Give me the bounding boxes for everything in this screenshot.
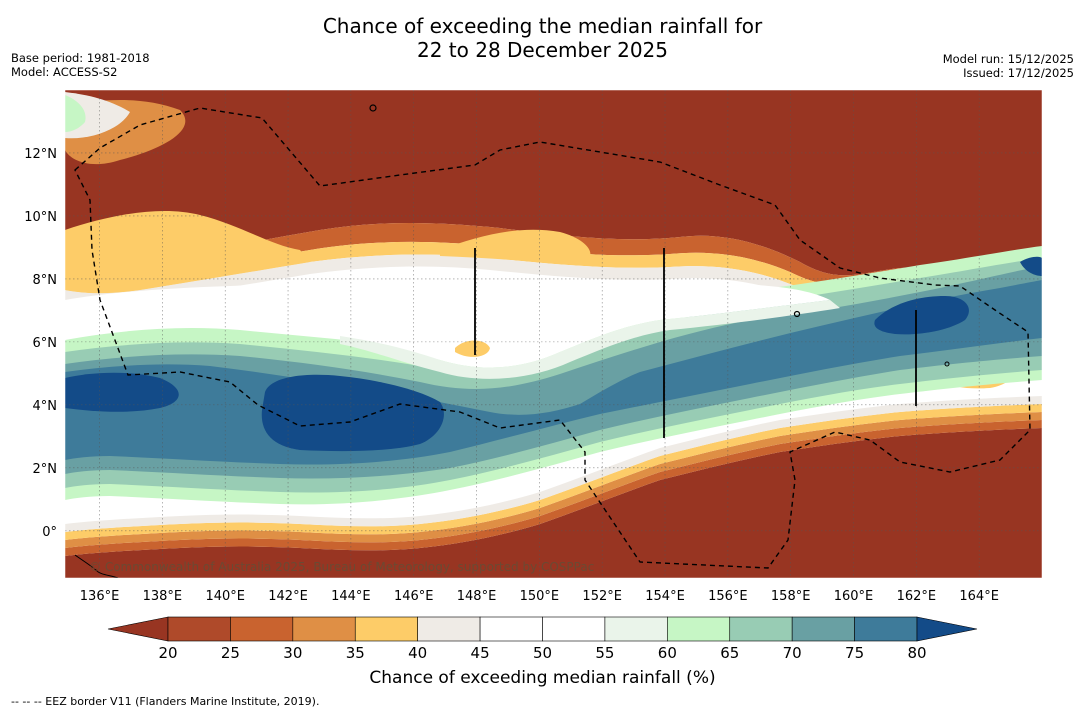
island-mark-2 [793,310,801,318]
lon-tick-label: 158°E [771,589,811,604]
model-run: Model run: 15/12/2025 [942,52,1074,66]
colorbar-tick-label: 20 [158,644,177,662]
lon-tick-label: 140°E [205,589,245,604]
map-plot-area: © Commonwealth of Australia 2025, Bureau… [65,90,1042,578]
colorbar: 20 25 30 35 40 45 50 55 60 65 70 75 80 [107,616,978,662]
region-below-median-north [65,90,1042,290]
eez-border [74,107,1031,569]
region-core-edge [1020,256,1042,276]
lat-tick-label: 12°N [24,147,57,162]
map-gridlines [65,90,1042,578]
lon-tick-label: 144°E [331,589,371,604]
lon-tick-label: 142°E [268,589,308,604]
colorbar-title: Chance of exceeding median rainfall (%) [369,668,716,688]
colorbar-tick-label: 30 [283,644,302,662]
longitude-labels: 136°E 138°E 140°E 142°E 144°E 146°E 148°E 150°E… [80,589,999,604]
colorbar-segment [230,616,294,642]
lon-tick-label: 156°E [708,589,748,604]
colorbar-tick-label: 80 [907,644,926,662]
lat-tick-label: 8°N [33,273,58,288]
colorbar-tick-label: 40 [408,644,427,662]
latitude-labels: 12°N 10°N 8°N 6°N 4°N 2°N 0° [24,147,57,540]
colorbar-tick-label: 65 [720,644,739,662]
base-info: Base period: 1981-2018 Model: ACCESS-S2 [11,51,150,79]
colorbar-tick-label: 50 [533,644,552,662]
region-yellow-band-south [65,404,1042,540]
title-line-1: Chance of exceeding the median rainfall … [322,14,763,38]
region-green-patch-nw [65,95,86,132]
model-name: Model: ACCESS-S2 [11,65,118,79]
colorbar-segment [542,616,606,642]
region-core-central [261,374,444,452]
lat-tick-label: 4°N [33,399,58,414]
region-orange-band-south [65,420,1042,556]
colorbar-tick-label: 25 [221,644,240,662]
region-yellow-patch-north-mid [440,229,591,264]
colorbar-segment [167,616,231,642]
region-neutral-band-north [65,254,1042,312]
colorbar-segment [292,616,356,642]
base-period: Base period: 1981-2018 [11,51,150,65]
lon-tick-label: 162°E [897,589,937,604]
run-info: Model run: 15/12/2025 Issued: 17/12/2025 [943,52,1074,80]
coastline-sw [74,554,119,578]
lon-tick-label: 154°E [645,589,685,604]
lon-tick-label: 138°E [143,589,183,604]
issued-date: Issued: 17/12/2025 [963,66,1074,80]
lon-tick-label: 160°E [834,589,874,604]
copyright-note: © Commonwealth of Australia 2025, Bureau… [89,560,594,574]
lon-tick-label: 150°E [520,589,560,604]
lon-tick-label: 136°E [80,589,120,604]
island-mark-3 [944,361,950,367]
colorbar-tick-label: 70 [783,644,802,662]
region-slightly-above-zone [340,300,840,379]
colorbar-segment [354,616,418,642]
lat-tick-label: 6°N [33,336,58,351]
colorbar-tick-label: 75 [845,644,864,662]
map-frame [64,89,1043,579]
region-orange-patch-south [65,412,1042,548]
region-yellow-band-north [65,241,1042,306]
colorbar-tick-label: 55 [595,644,614,662]
eez-footnote: -- -- -- EEZ border V11 (Flanders Marine… [11,695,320,708]
lon-tick-label: 146°E [394,589,434,604]
colorbar-tick-label: 35 [346,644,365,662]
lat-tick-label: 10°N [24,210,57,225]
chart-title: Chance of exceeding the median rainfall … [0,14,1085,62]
colorbar-segment [729,616,793,642]
colorbar-segment [479,616,543,642]
colorbar-segment [854,616,918,642]
colorbar-tick-label: 60 [658,644,677,662]
region-yellow-band-north-top [65,210,310,294]
region-neutral-patch-nw [65,92,130,139]
lon-tick-label: 152°E [582,589,622,604]
colorbar-segment [604,616,668,642]
region-core-west [65,372,179,412]
title-line-2: 22 to 28 December 2025 [416,38,668,62]
colorbar-tick-label: 45 [471,644,490,662]
colorbar-extend-low [107,616,169,642]
colorbar-segment [417,616,481,642]
region-yellow-patch-center [455,340,490,357]
lon-tick-label: 164°E [959,589,999,604]
region-orange-band-north [65,223,1042,300]
lat-tick-label: 0° [42,525,57,540]
region-neutral-band-south [65,396,1042,532]
colorbar-extend-high [916,616,978,642]
colorbar-segment [791,616,855,642]
lat-tick-label: 2°N [33,462,58,477]
island-mark-1 [369,104,377,112]
region-near-median-zone [65,283,830,368]
colorbar-segment [667,616,731,642]
region-core-east [874,296,969,335]
lon-tick-label: 148°E [457,589,497,604]
region-below-median-south [65,428,1042,578]
